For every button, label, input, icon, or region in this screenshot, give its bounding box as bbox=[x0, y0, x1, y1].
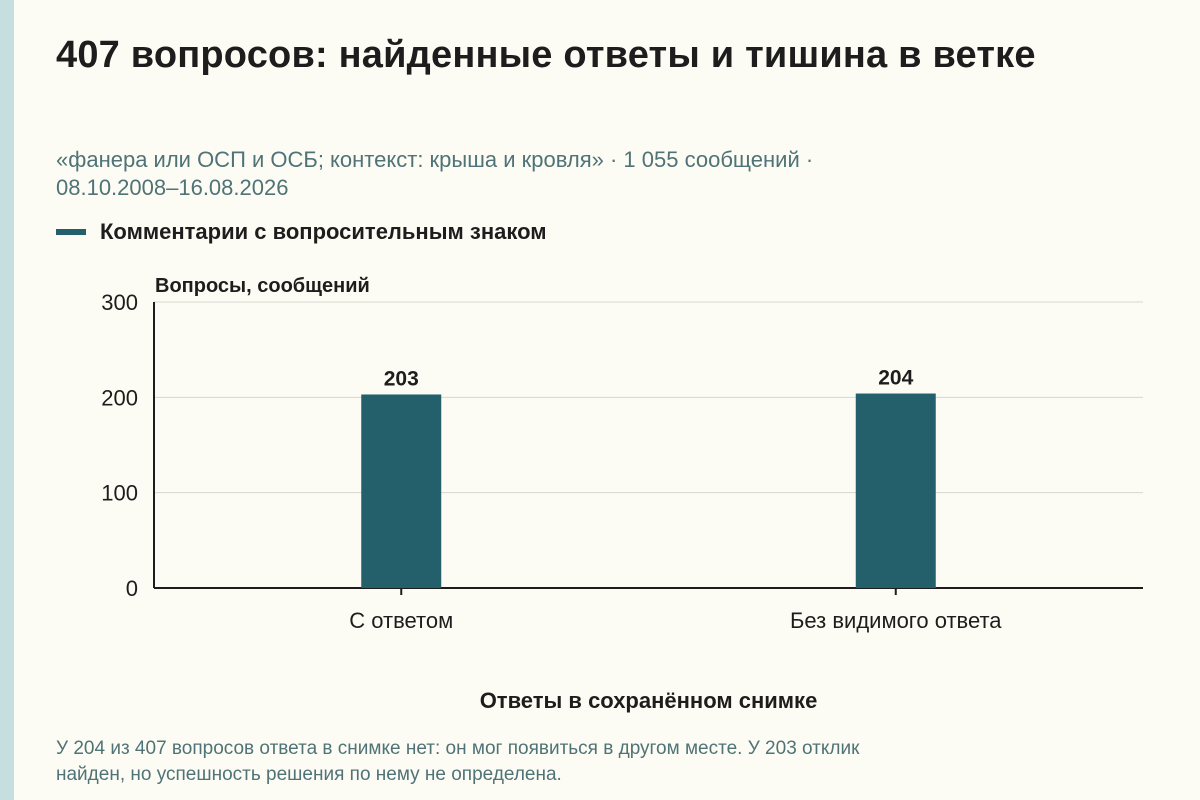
x-tick-label: С ответом bbox=[349, 608, 453, 633]
y-tick-label: 100 bbox=[101, 481, 138, 506]
accent-bar bbox=[0, 0, 14, 800]
footnote-line-1: У 204 из 407 вопросов ответа в снимке не… bbox=[56, 738, 860, 759]
y-tick-label: 0 bbox=[126, 576, 138, 601]
subtitle-line-1: «фанера или ОСП и ОСБ; контекст: крыша и… bbox=[56, 147, 814, 172]
x-axis-label: Ответы в сохранённом снимке bbox=[480, 688, 818, 713]
x-tick-label: Без видимого ответа bbox=[790, 608, 1002, 633]
legend-label: Комментарии с вопросительным знаком bbox=[100, 219, 547, 244]
y-tick-label: 300 bbox=[101, 290, 138, 315]
footnote-line-2: найден, но успешность решения по нему не… bbox=[56, 764, 562, 785]
subtitle-line-2: 08.10.2008–16.08.2026 bbox=[56, 175, 289, 200]
footnote: У 204 из 407 вопросов ответа в снимке не… bbox=[56, 736, 1146, 788]
y-axis-label: Вопросы, сообщений bbox=[155, 275, 370, 297]
chart-title: 407 вопросов: найденные ответы и тишина … bbox=[56, 34, 1036, 76]
bar-value-label: 203 bbox=[384, 367, 419, 390]
bar bbox=[361, 394, 442, 588]
bar bbox=[855, 393, 936, 588]
bar-value-label: 204 bbox=[878, 367, 913, 390]
chart-subtitle: «фанера или ОСП и ОСБ; контекст: крыша и… bbox=[56, 146, 1156, 202]
legend-swatch bbox=[56, 229, 86, 235]
legend: Комментарии с вопросительным знаком bbox=[56, 218, 547, 246]
y-tick-label: 200 bbox=[101, 385, 138, 410]
